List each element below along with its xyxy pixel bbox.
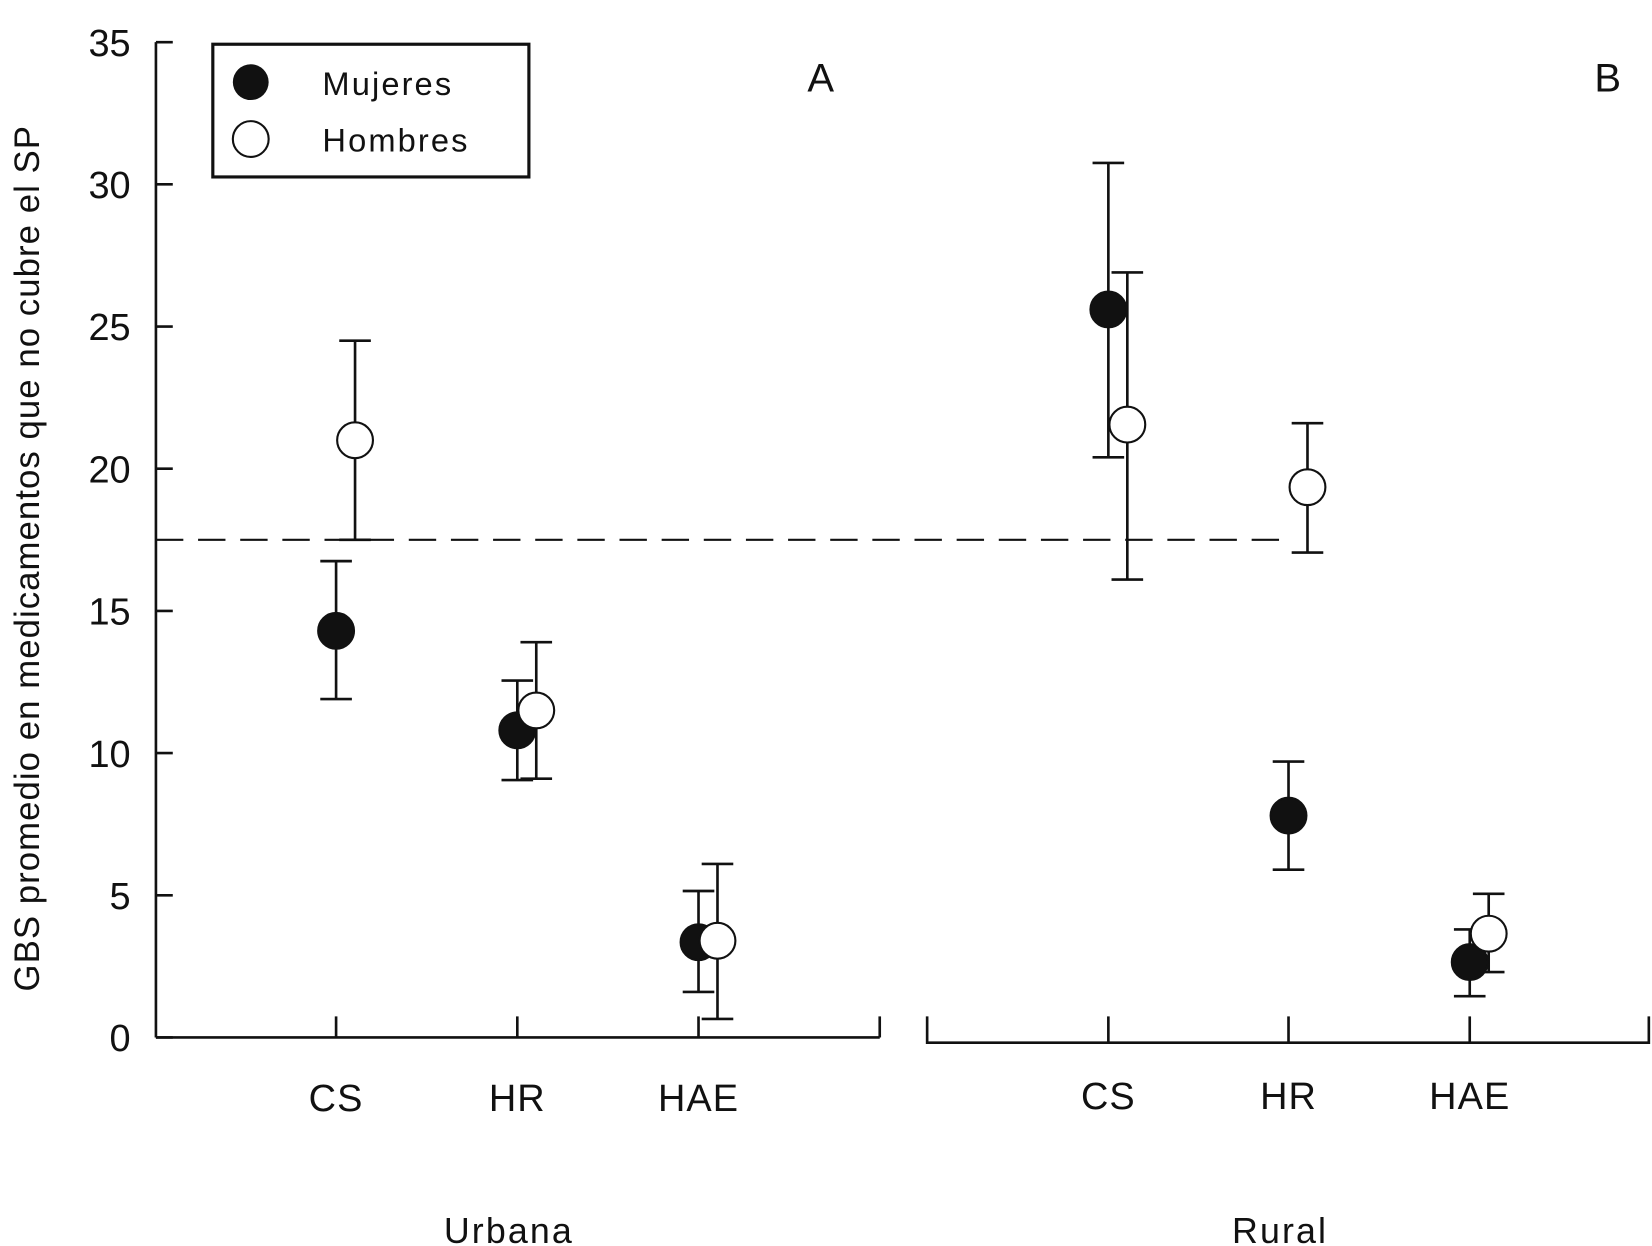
point-hombres-hae — [1469, 914, 1508, 953]
legend-box — [211, 42, 531, 179]
x-tick-label: HR — [1260, 1076, 1317, 1118]
point-mujeres-hr — [1269, 796, 1308, 835]
y-tick-label: 35 — [88, 23, 130, 65]
point-hombres-hae — [698, 921, 737, 960]
x-tick-label: CS — [309, 1078, 364, 1120]
axes: 0 5 10 15 20 25 30 35 CS HR HAE CS HR HAE — [88, 23, 1651, 1120]
y-axis-label: GBS promedio en medicamentos que no cubr… — [9, 125, 47, 991]
x-tick-label: HR — [489, 1078, 546, 1120]
legend-label-mujeres: Mujeres — [322, 65, 453, 102]
y-tick-label: 5 — [110, 876, 131, 918]
panel-label-a: A — [807, 57, 834, 101]
group-label-rural: Rural — [1232, 1211, 1328, 1246]
point-hombres-hr — [1288, 468, 1327, 507]
y-tick-label: 25 — [88, 307, 130, 349]
legend-label-hombres: Hombres — [322, 122, 469, 159]
point-hombres-cs — [336, 421, 375, 460]
x-tick-label: HAE — [658, 1078, 739, 1120]
x-tick-label: HAE — [1429, 1076, 1510, 1118]
data-marks — [317, 161, 1508, 1021]
x-tick-label: CS — [1081, 1076, 1136, 1118]
group-label-urbana: Urbana — [444, 1211, 574, 1246]
legend-marker-mujeres — [232, 64, 269, 101]
y-tick-label: 10 — [88, 734, 130, 776]
point-mujeres-cs — [1089, 290, 1128, 329]
point-hombres-cs — [1108, 405, 1147, 444]
point-hombres-hr — [517, 691, 556, 730]
legend-marker-hombres — [231, 120, 270, 158]
y-tick-label: 30 — [88, 165, 130, 207]
legend: Mujeres Hombres — [211, 42, 531, 179]
y-tick-label: 0 — [110, 1018, 131, 1060]
point-mujeres-hae — [1450, 943, 1489, 982]
y-tick-label: 20 — [88, 449, 130, 491]
y-tick-label: 15 — [88, 592, 130, 634]
point-mujeres-cs — [317, 611, 356, 650]
panel-label-b: B — [1594, 57, 1621, 101]
